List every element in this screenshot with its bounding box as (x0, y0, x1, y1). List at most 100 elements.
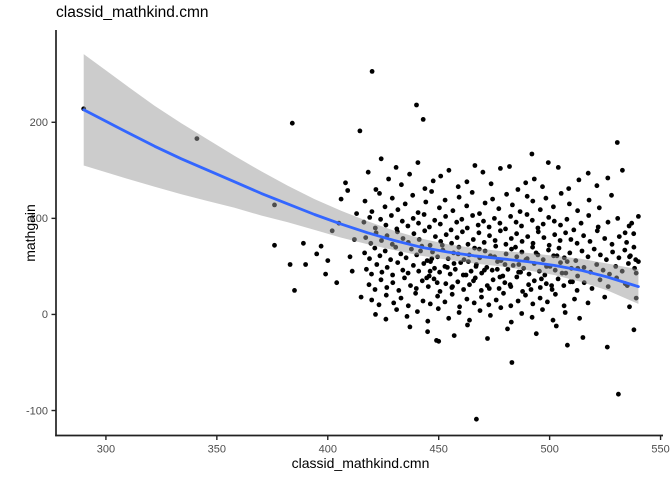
data-point (567, 250, 573, 256)
data-point (558, 191, 564, 196)
axes-layer (51, 30, 663, 440)
data-point (434, 280, 440, 286)
data-point (508, 303, 514, 309)
data-point (526, 271, 532, 277)
data-point (465, 241, 471, 247)
data-point (354, 211, 359, 217)
data-point (376, 302, 382, 308)
data-point (416, 268, 422, 274)
data-point (528, 287, 534, 292)
data-point (561, 283, 567, 288)
data-point (585, 254, 591, 260)
data-point (362, 250, 367, 256)
data-point (482, 267, 487, 273)
data-point (404, 314, 410, 319)
data-point (543, 281, 549, 287)
data-point (303, 262, 308, 267)
data-point (587, 239, 593, 244)
data-point (292, 288, 297, 293)
data-point (482, 200, 488, 206)
data-point (457, 304, 462, 310)
data-point (631, 327, 637, 333)
data-point (398, 251, 404, 257)
data-point (474, 416, 479, 422)
data-point (555, 276, 561, 282)
data-point (514, 231, 519, 237)
data-point (541, 235, 547, 241)
data-point (530, 244, 535, 250)
data-point (318, 243, 324, 249)
data-point (585, 170, 591, 176)
data-point (531, 176, 537, 182)
data-point (349, 268, 355, 274)
smooth-line-layer (82, 108, 640, 289)
x-tick-label: 550 (651, 444, 669, 456)
data-point (420, 117, 426, 122)
data-point (388, 257, 393, 263)
y-tick-label: 100 (30, 213, 48, 225)
data-point (496, 286, 502, 291)
data-point (345, 188, 351, 193)
data-point (508, 319, 514, 325)
data-point (636, 259, 641, 264)
data-point (627, 254, 632, 260)
data-point (407, 171, 412, 177)
data-point (579, 248, 585, 254)
data-point (546, 215, 552, 220)
x-tick-label: 450 (430, 444, 448, 456)
data-point (553, 291, 558, 297)
data-point (602, 294, 608, 300)
data-point (570, 279, 575, 285)
data-point (377, 253, 383, 259)
data-point (563, 230, 568, 236)
data-point (476, 230, 482, 236)
data-point (378, 277, 384, 283)
data-point (456, 194, 462, 200)
data-point (562, 310, 568, 315)
data-point (369, 271, 374, 277)
data-point (464, 203, 470, 209)
data-point (473, 264, 479, 269)
x-tick-label: 350 (208, 444, 226, 456)
data-point (575, 208, 580, 214)
data-point (605, 175, 611, 181)
data-point (594, 228, 600, 234)
data-point (449, 291, 455, 297)
data-point (627, 304, 632, 310)
data-point (323, 271, 328, 277)
data-point (451, 333, 457, 338)
data-point (464, 179, 470, 185)
data-point (436, 338, 442, 344)
data-point (523, 292, 528, 298)
data-point (384, 265, 390, 270)
data-point (546, 242, 552, 248)
data-point (467, 282, 472, 288)
data-point (415, 210, 421, 216)
data-point (549, 287, 555, 292)
data-point (455, 184, 461, 190)
data-point (572, 296, 577, 302)
data-point (586, 213, 592, 218)
data-point (402, 275, 407, 281)
data-point (488, 181, 494, 187)
data-point (471, 300, 477, 306)
data-point (460, 272, 466, 278)
data-point (410, 216, 416, 221)
data-point (545, 160, 551, 166)
confidence-ribbon-layer (83, 54, 639, 304)
data-point (616, 234, 622, 240)
data-point (465, 322, 470, 328)
data-point (301, 240, 306, 246)
data-point (498, 228, 503, 234)
data-point (577, 315, 582, 321)
data-point (493, 297, 499, 303)
data-point (487, 233, 492, 239)
data-point (609, 192, 614, 198)
data-point (505, 266, 511, 272)
data-point (391, 300, 397, 306)
data-point (574, 288, 580, 293)
data-point (358, 294, 364, 300)
data-point (464, 296, 470, 302)
data-point (489, 267, 495, 273)
